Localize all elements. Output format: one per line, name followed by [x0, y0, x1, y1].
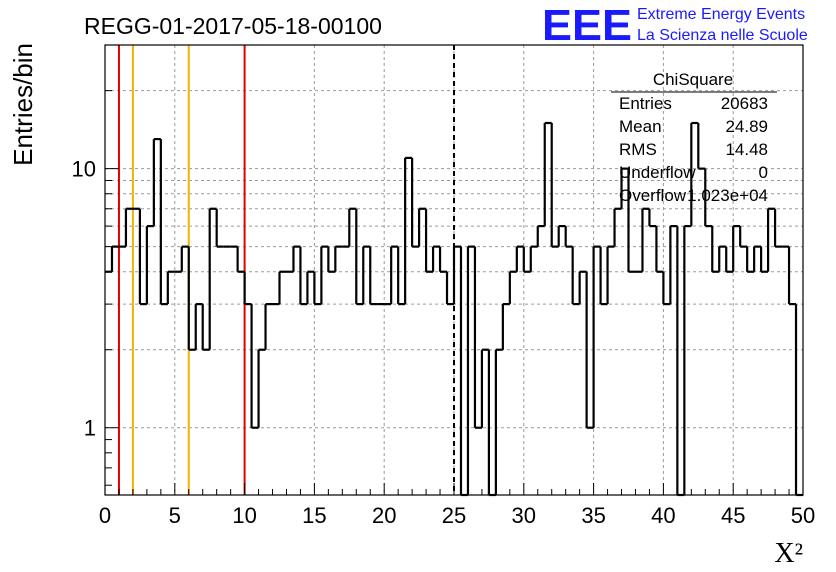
stats-row-value: 1.023e+04 — [687, 186, 768, 205]
stats-title: ChiSquare — [653, 70, 733, 89]
x-tick-label: 35 — [581, 503, 605, 528]
stats-row-label: RMS — [619, 140, 657, 159]
histogram-series — [105, 121, 803, 497]
stats-row-value: 14.48 — [725, 140, 768, 159]
x-tick-label: 0 — [99, 503, 111, 528]
stats-box: ChiSquare Entries 20683 Mean 24.89 RMS 14.48 U… — [611, 70, 777, 205]
logo-line-1: Extreme Energy Events — [637, 6, 805, 23]
y-tick-label: 10 — [72, 157, 96, 182]
stats-row-label: Mean — [619, 117, 662, 136]
y-axis-label: Entries/bin — [8, 43, 38, 166]
x-tick-label: 15 — [302, 503, 326, 528]
stats-row-label: Underflow — [619, 163, 696, 182]
logo-mark: EEE — [542, 1, 632, 50]
x-tick-label: 10 — [232, 503, 256, 528]
plot-frame — [104, 44, 804, 496]
x-tick-label: 40 — [651, 503, 675, 528]
x-tick-label: 5 — [169, 503, 181, 528]
stats-row-label: Entries — [619, 94, 672, 113]
chart-title: REGG-01-2017-05-18-00100 — [84, 13, 382, 39]
logo: EEE Extreme Energy Events La Scienza nel… — [542, 1, 808, 50]
x-tick-label: 45 — [721, 503, 745, 528]
stats-row-value: 0 — [759, 163, 768, 182]
x-axis-label: X² — [774, 538, 803, 569]
x-tick-label: 20 — [372, 503, 396, 528]
y-tick-labels: 1 10 — [72, 157, 96, 441]
x-tick-labels: 0 5 10 15 20 25 30 35 40 45 50 — [99, 503, 815, 528]
x-tick-label: 25 — [442, 503, 466, 528]
y-tick-label: 1 — [84, 416, 96, 441]
logo-line-2: La Scienza nelle Scuole — [637, 27, 808, 44]
stats-row-value: 20683 — [721, 94, 768, 113]
stats-row-value: 24.89 — [725, 117, 768, 136]
x-tick-label: 30 — [512, 503, 536, 528]
x-tick-label: 50 — [791, 503, 815, 528]
stats-row-label: Overflow — [619, 186, 687, 205]
